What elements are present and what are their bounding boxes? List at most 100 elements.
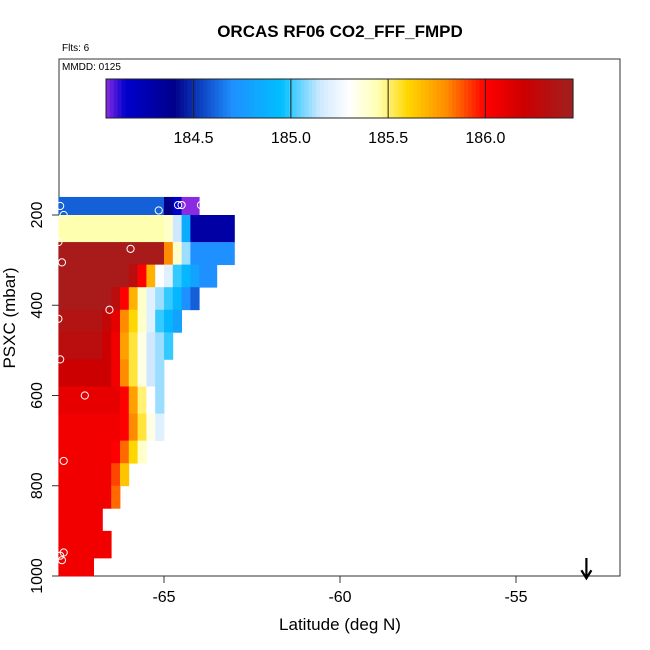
heat-cell (146, 413, 156, 442)
heat-cell (84, 463, 94, 487)
heat-cell (76, 508, 86, 532)
heat-cell (155, 196, 165, 216)
heat-cell (93, 196, 103, 216)
heat-cell (93, 386, 103, 414)
heat-cell (84, 332, 94, 360)
heat-cell (102, 332, 112, 360)
colorbar-segment (448, 79, 453, 118)
colorbar-segment (393, 79, 399, 118)
colorbar-segment (168, 79, 173, 118)
colorbar-segment (164, 79, 169, 118)
colorbar-segment (187, 79, 193, 118)
colorbar-segment (397, 79, 403, 118)
colorbar-segment (471, 79, 477, 118)
colorbar-segment (109, 79, 115, 118)
colorbar-segment (452, 79, 457, 118)
colorbar-segment (172, 79, 177, 118)
x-tick-label: -65 (152, 589, 175, 606)
heat-cell (111, 264, 121, 288)
heat-cell (225, 242, 235, 266)
colorbar-segment (304, 79, 309, 118)
heat-cell (93, 264, 103, 288)
y-tick-label: 200 (29, 202, 46, 229)
heat-cell (164, 242, 174, 266)
heat-cell (84, 485, 94, 509)
colorbar-segment (440, 79, 446, 118)
colorbar-segment (475, 79, 481, 118)
heat-cell (84, 440, 94, 464)
heat-cell (146, 264, 156, 288)
heat-cell (155, 309, 165, 333)
heat-cell (67, 485, 77, 509)
heat-cell (111, 309, 121, 333)
colorbar-segment (308, 79, 313, 118)
heat-cell (120, 242, 130, 266)
heat-cell (120, 332, 130, 360)
chart-title: ORCAS RF06 CO2_FFF_FMPD (217, 22, 463, 41)
heat-cell (102, 309, 112, 333)
colorbar-segment (226, 79, 232, 118)
sample-points (54, 200, 209, 565)
heat-cell (128, 332, 138, 360)
sample-point (154, 206, 163, 215)
heat-cell (93, 215, 103, 243)
colorbar-segment (207, 79, 212, 118)
heat-cell (58, 359, 68, 387)
colorbar-segment (502, 79, 508, 118)
x-axis: -65 -60 -55 (152, 576, 528, 606)
heat-cell (102, 485, 112, 509)
heat-cell (67, 242, 77, 266)
arrow-marker (580, 557, 593, 581)
heat-cell (58, 557, 68, 577)
heat-cell (67, 440, 77, 464)
heat-cell (190, 264, 200, 288)
heat-cell (164, 332, 174, 360)
sample-point (80, 391, 89, 400)
heat-cell (76, 530, 86, 559)
heat-cell (93, 332, 103, 360)
heat-cell (155, 287, 165, 311)
y-tick-label: 600 (29, 382, 46, 409)
heat-cell (93, 359, 103, 387)
colorbar-segment (277, 79, 282, 118)
colorbar-segment (137, 79, 142, 118)
sample-point (56, 201, 65, 211)
heat-cell (102, 530, 112, 559)
heat-cell (67, 508, 77, 532)
heat-cell (84, 557, 94, 577)
heat-cell (93, 287, 103, 311)
y-tick-label: 1000 (29, 558, 46, 594)
heat-cell (199, 264, 209, 288)
colorbar-segment (281, 79, 286, 118)
colorbar-segment (316, 79, 321, 118)
heat-cell (172, 309, 182, 333)
y-axis: 200 400 600 800 1000 (29, 202, 59, 594)
heat-cell (102, 242, 112, 266)
heat-cell (146, 287, 156, 311)
heat-cell (58, 242, 68, 266)
heat-cell (190, 287, 200, 311)
colorbar-segment (518, 79, 524, 118)
heat-cell (102, 413, 112, 442)
heat-cell (155, 332, 165, 360)
colorbar-segment (545, 79, 551, 118)
colorbar-segment (464, 79, 469, 118)
colorbar-segment (125, 79, 130, 118)
colorbar-segment (401, 79, 407, 118)
heat-cell (93, 242, 103, 266)
heat-cell (172, 215, 182, 243)
heat-cell (181, 287, 191, 311)
heat-cell (67, 287, 77, 311)
colorbar-segment (222, 79, 228, 118)
heat-cell (137, 264, 147, 288)
heat-cell (208, 215, 218, 243)
heat-cell (172, 196, 182, 216)
heat-cell (76, 386, 86, 414)
heat-cell (58, 485, 68, 509)
colorbar-segment (467, 79, 473, 118)
colorbar-segment (553, 79, 559, 118)
heat-cell (120, 215, 130, 243)
colorbar-segment (113, 79, 119, 118)
heat-cell (181, 196, 191, 216)
heat-cell (93, 485, 103, 509)
